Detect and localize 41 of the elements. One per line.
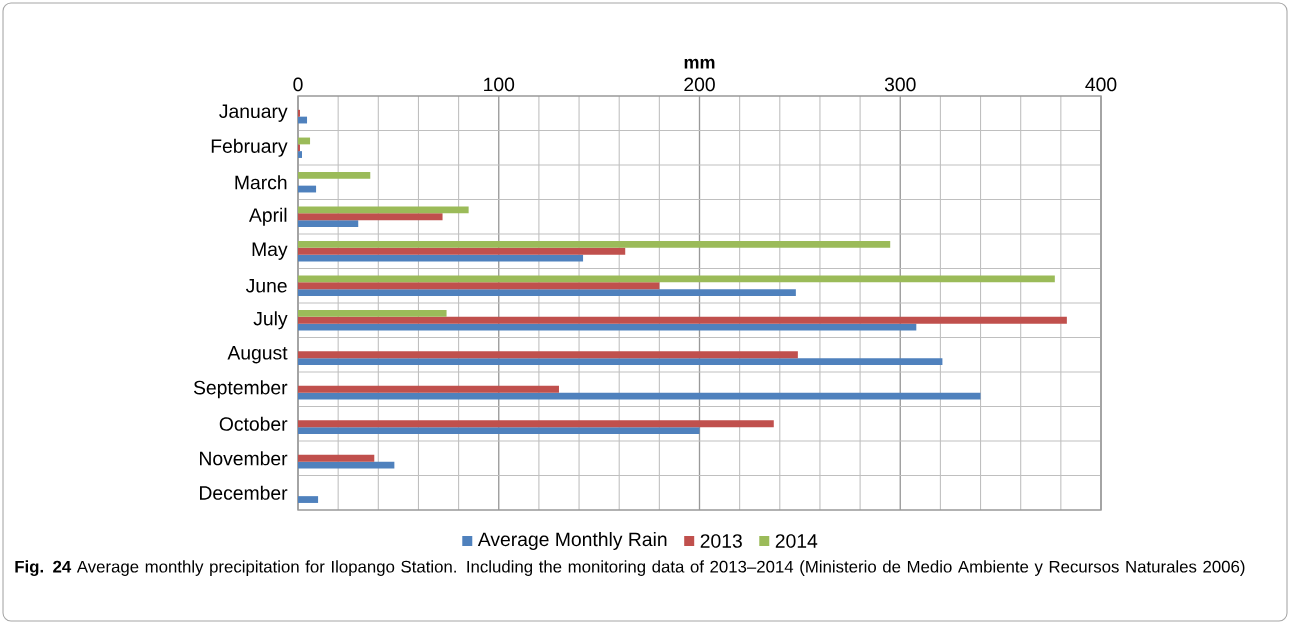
- legend-label: Average Monthly Rain: [477, 531, 667, 551]
- bar: [298, 454, 375, 462]
- bar: [298, 496, 319, 503]
- bar: [298, 220, 359, 227]
- y-tick-label: May: [252, 242, 288, 260]
- bar: [298, 420, 774, 428]
- y-tick-label: August: [227, 346, 288, 364]
- bar: [298, 144, 301, 152]
- y-tick-label: April: [248, 207, 287, 226]
- y-tick-label: June: [245, 279, 287, 293]
- bar: [298, 427, 700, 434]
- x-tick-label: 300: [884, 77, 916, 92]
- bar: [298, 247, 626, 255]
- bar: [298, 151, 303, 158]
- y-tick-label: October: [219, 416, 288, 431]
- bar: [298, 241, 891, 248]
- bar: [298, 172, 371, 179]
- x-tick-label: 100: [484, 77, 515, 92]
- text: Fig. 24 Average monthly precipitation for Ilopango Station. Including the monitoring data of 2013–2014 (Ministerio de Medio Ambiente y Recursos Naturales 2006): [15, 560, 1245, 576]
- y-tick-label: March: [235, 175, 287, 190]
- y-tick-label: January: [219, 104, 288, 122]
- y-tick-label: November: [200, 451, 288, 466]
- legend-label: 2013: [700, 534, 742, 548]
- bar: [298, 282, 660, 290]
- bar: [298, 109, 301, 117]
- bar: [298, 385, 559, 393]
- x-axis-title: mm: [684, 58, 715, 69]
- x-tick-label: 400: [1085, 77, 1117, 92]
- bar: [298, 351, 798, 359]
- y-tick-label: September: [193, 380, 288, 399]
- y-tick-label: July: [253, 311, 288, 330]
- legend-label: 2014: [775, 534, 818, 548]
- bar: [298, 310, 447, 317]
- x-tick-label: 0: [293, 77, 303, 92]
- bar: [298, 316, 1067, 324]
- bar: [298, 213, 443, 221]
- y-tick-label: February: [211, 138, 288, 157]
- bar: [298, 358, 943, 365]
- x-tick-label: 200: [684, 77, 715, 92]
- y-tick-label: December: [200, 485, 288, 500]
- bar: [298, 289, 796, 296]
